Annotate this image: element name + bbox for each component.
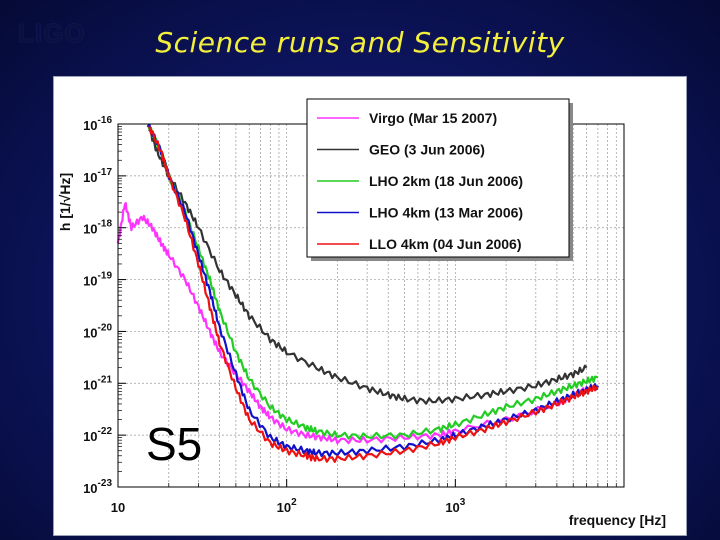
y-tick-label: 10-21 [83,374,112,392]
legend-label: GEO (3 Jun 2006) [369,142,485,158]
legend-label: Virgo (Mar 15 2007) [369,110,497,126]
y-tick-label: 10-19 [83,271,112,289]
x-tick-label: 10 [111,500,125,515]
legend-label: LLO 4km (04 Jun 2006) [369,236,522,252]
legend-label: LHO 4km (13 Mar 2006) [369,205,523,221]
y-tick-label: 10-16 [83,115,112,133]
y-tick-label: 10-17 [83,167,112,185]
ticks: 10-16 10-17 10-18 10-19 10-20 10-21 10-22 10-23… [83,115,617,515]
sensitivity-chart: 10-16 10-17 10-18 10-19 10-20 10-21 10-22 10-23… [57,98,666,528]
series-line-geo [148,128,588,405]
series-line-lho2km [146,124,599,440]
ligo-logo: LIGO [18,18,86,48]
x-tick-label: 102 [277,497,297,515]
x-tick-label: 103 [445,497,465,515]
x-axis-title: frequency [Hz] [569,512,666,528]
series-line-llo4km [148,126,599,463]
series-line-lho4km [146,123,599,458]
chart-panel: 10-16 10-17 10-18 10-19 10-20 10-21 10-22 10-23… [54,77,686,535]
y-tick-label: 10-20 [83,322,112,340]
y-tick-label: 10-22 [83,426,112,444]
y-tick-label: 10-18 [83,219,112,237]
y-axis-title: h [1/√Hz] [57,173,73,231]
series-layer [116,123,599,463]
legend: Virgo (Mar 15 2007) GEO (3 Jun 2006) LHO 2… [306,98,573,261]
slide-title: Science runs and Sensitivity [155,26,565,59]
legend-box [306,98,570,258]
series-line-virgo [116,202,588,445]
run-label: S5 [146,418,202,470]
legend-items: Virgo (Mar 15 2007) GEO (3 Jun 2006) LHO 2… [317,110,523,252]
y-tick-label: 10-23 [83,478,112,496]
legend-label: LHO 2km (18 Jun 2006) [369,173,523,189]
